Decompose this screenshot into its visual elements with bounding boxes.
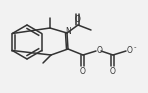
Text: O: O — [80, 66, 86, 76]
Text: O: O — [97, 45, 103, 54]
Text: -: - — [134, 44, 136, 50]
Text: O: O — [75, 15, 81, 24]
Text: O: O — [127, 45, 133, 54]
Text: N: N — [65, 27, 71, 36]
Text: O: O — [110, 66, 116, 76]
